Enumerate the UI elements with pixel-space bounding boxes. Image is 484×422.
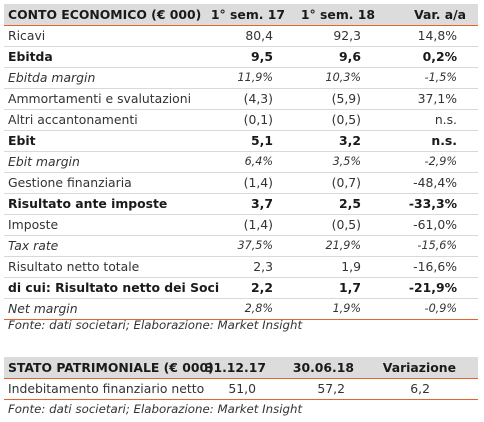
row-value-col1: 6,4% [244, 155, 273, 168]
row-value-col3: -61,0% [413, 217, 457, 232]
row-value-col1: 2,8% [244, 302, 273, 315]
row-label: Net margin [8, 301, 78, 316]
balance-sheet-table: STATO PATRIMONIALE (€ 000) 31.12.17 30.0… [4, 357, 478, 400]
balance-header-label: STATO PATRIMONIALE (€ 000) [8, 360, 214, 375]
table-row: Risultato netto totale 2,3 1,9 -16,6% [4, 257, 478, 278]
row-value-col3: -0,9% [424, 302, 457, 315]
income-statement-table: CONTO ECONOMICO (€ 000) 1° sem. 17 1° se… [4, 4, 478, 320]
row-value-col3: -15,6% [417, 239, 457, 252]
table-row: Ricavi 80,4 92,3 14,8% [4, 26, 478, 47]
row-label: Ebit margin [8, 154, 80, 169]
row-value-col2: 1,9 [341, 259, 361, 274]
row-value-col1: 11,9% [237, 71, 273, 84]
row-value-col3: 14,8% [417, 28, 457, 43]
row-label: Ebit [8, 133, 36, 148]
row-value-col2: 10,3% [325, 71, 361, 84]
row-value-col2: 3,5% [332, 155, 361, 168]
row-value-col1: (4,3) [243, 91, 273, 106]
row-value-col2: 1,9% [332, 302, 361, 315]
table-row: Altri accantonamenti (0,1) (0,5) n.s. [4, 110, 478, 131]
row-value-col3: n.s. [434, 112, 457, 127]
table-row: Gestione finanziaria (1,4) (0,7) -48,4% [4, 173, 478, 194]
row-value-col1: 9,5 [251, 49, 273, 64]
row-value-col1: (1,4) [243, 217, 273, 232]
row-value-col1: 51,0 [228, 381, 256, 396]
row-value-col1: (1,4) [243, 175, 273, 190]
row-label: Ammortamenti e svalutazioni [8, 91, 192, 106]
balance-header-col3: Variazione [382, 360, 456, 375]
income-header-col2: 1° sem. 18 [300, 7, 375, 22]
row-value-col3: -48,4% [413, 175, 457, 190]
table-row: Ebitda margin 11,9% 10,3% -1,5% [4, 68, 478, 89]
row-value-col3: 37,1% [417, 91, 457, 106]
income-header-label: CONTO ECONOMICO (€ 000) [8, 7, 202, 22]
row-label: Imposte [8, 217, 59, 232]
table-row: Risultato ante imposte 3,7 2,5 -33,3% [4, 194, 478, 215]
income-header-row: CONTO ECONOMICO (€ 000) 1° sem. 17 1° se… [4, 4, 478, 26]
income-source-note: Fonte: dati societari; Elaborazione: Mar… [8, 318, 303, 332]
row-label: di cui: Risultato netto dei Soci [8, 280, 220, 295]
row-value-col3: 0,2% [422, 49, 457, 64]
row-label: Gestione finanziaria [8, 175, 132, 190]
row-label: Ebitda margin [8, 70, 96, 85]
row-value-col3: -1,5% [424, 71, 457, 84]
row-value-col3: -21,9% [408, 280, 457, 295]
row-value-col1: 2,2 [251, 280, 273, 295]
row-value-col2: (0,5) [331, 217, 361, 232]
row-label: Tax rate [8, 238, 59, 253]
row-value-col1: 5,1 [251, 133, 273, 148]
row-value-col2: (5,9) [331, 91, 361, 106]
table-row: Imposte (1,4) (0,5) -61,0% [4, 215, 478, 236]
table-row: Ebit margin 6,4% 3,5% -2,9% [4, 152, 478, 173]
table-row: Net margin 2,8% 1,9% -0,9% [4, 299, 478, 320]
row-value-col3: 6,2 [410, 381, 430, 396]
table-row: Ebit 5,1 3,2 n.s. [4, 131, 478, 152]
balance-header-row: STATO PATRIMONIALE (€ 000) 31.12.17 30.0… [4, 357, 478, 379]
balance-header-col1: 31.12.17 [204, 360, 266, 375]
row-value-col2: (0,5) [331, 112, 361, 127]
row-label: Ricavi [8, 28, 46, 43]
row-value-col3: -16,6% [413, 259, 457, 274]
row-value-col2: 57,2 [317, 381, 345, 396]
row-value-col1: 2,3 [253, 259, 273, 274]
balance-source-note: Fonte: dati societari; Elaborazione: Mar… [8, 402, 303, 416]
row-value-col3: -2,9% [424, 155, 457, 168]
row-value-col2: 92,3 [333, 28, 361, 43]
row-value-col1: 37,5% [237, 239, 273, 252]
row-label: Ebitda [8, 49, 53, 64]
row-value-col2: 2,5 [339, 196, 361, 211]
row-value-col1: (0,1) [243, 112, 273, 127]
row-value-col3: n.s. [431, 133, 457, 148]
row-value-col2: 1,7 [339, 280, 361, 295]
row-value-col2: 3,2 [339, 133, 361, 148]
row-value-col2: 9,6 [339, 49, 361, 64]
income-header-col3: Var. a/a [414, 7, 466, 22]
row-value-col2: (0,7) [331, 175, 361, 190]
row-value-col2: 21,9% [325, 239, 361, 252]
row-value-col3: -33,3% [408, 196, 457, 211]
table-row: di cui: Risultato netto dei Soci 2,2 1,7… [4, 278, 478, 299]
row-value-col1: 3,7 [251, 196, 273, 211]
row-label: Altri accantonamenti [8, 112, 138, 127]
table-row: Ammortamenti e svalutazioni (4,3) (5,9) … [4, 89, 478, 110]
table-row: Ebitda 9,5 9,6 0,2% [4, 47, 478, 68]
row-value-col1: 80,4 [245, 28, 273, 43]
row-label: Risultato ante imposte [8, 196, 168, 211]
row-label: Risultato netto totale [8, 259, 140, 274]
table-row: Tax rate 37,5% 21,9% -15,6% [4, 236, 478, 257]
table-row: Indebitamento finanziario netto 51,0 57,… [4, 379, 478, 400]
row-label: Indebitamento finanziario netto [8, 381, 205, 396]
balance-header-col2: 30.06.18 [292, 360, 354, 375]
income-header-col1: 1° sem. 17 [210, 7, 285, 22]
